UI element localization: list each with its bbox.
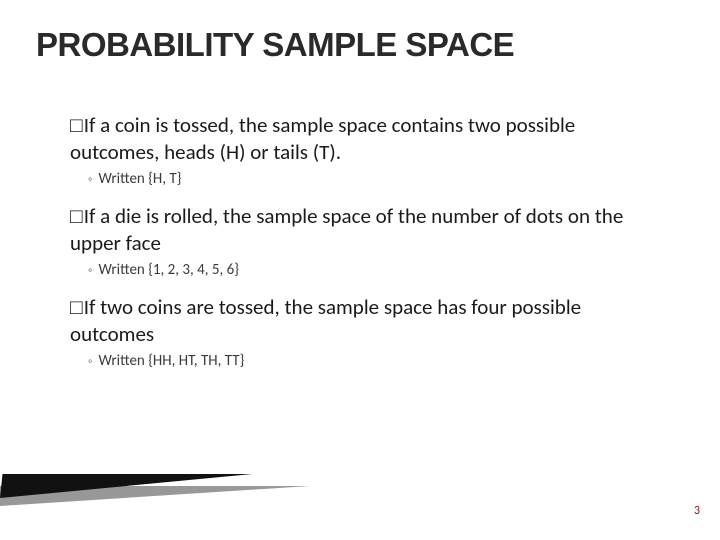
bullet-item: □If two coins are tossed, the sample spa… <box>70 294 644 348</box>
ring-bullet-icon: ◦ <box>88 353 93 370</box>
corner-decoration <box>0 474 330 506</box>
bullet-item: □If a coin is tossed, the sample space c… <box>70 112 644 166</box>
page-number: 3 <box>694 504 700 518</box>
wedge-gray-shape <box>0 486 310 506</box>
sub-item: ◦ Written {H, T} <box>70 170 644 190</box>
bullet-text: If two coins are tossed, the sample spac… <box>70 294 581 347</box>
sub-text: Written {H, T} <box>99 170 182 188</box>
bullet-text: If a coin is tossed, the sample space co… <box>70 112 575 165</box>
ring-bullet-icon: ◦ <box>88 262 93 279</box>
square-bullet-icon: □ <box>70 113 83 139</box>
square-bullet-icon: □ <box>70 204 83 230</box>
slide-title: PROBABILITY SAMPLE SPACE <box>36 26 684 64</box>
sub-item: ◦ Written {HH, HT, TH, TT} <box>70 352 644 372</box>
slide: PROBABILITY SAMPLE SPACE □If a coin is t… <box>0 0 720 540</box>
bullet-item: □If a die is rolled, the sample space of… <box>70 203 644 257</box>
wedge-dark-shape <box>0 474 253 498</box>
sub-item: ◦ Written {1, 2, 3, 4, 5, 6} <box>70 261 644 281</box>
bullet-text: If a die is rolled, the sample space of … <box>70 203 623 256</box>
sub-text: Written {1, 2, 3, 4, 5, 6} <box>99 261 239 279</box>
square-bullet-icon: □ <box>70 295 83 321</box>
slide-content: □If a coin is tossed, the sample space c… <box>36 112 684 371</box>
ring-bullet-icon: ◦ <box>88 171 93 188</box>
sub-text: Written {HH, HT, TH, TT} <box>99 352 245 370</box>
